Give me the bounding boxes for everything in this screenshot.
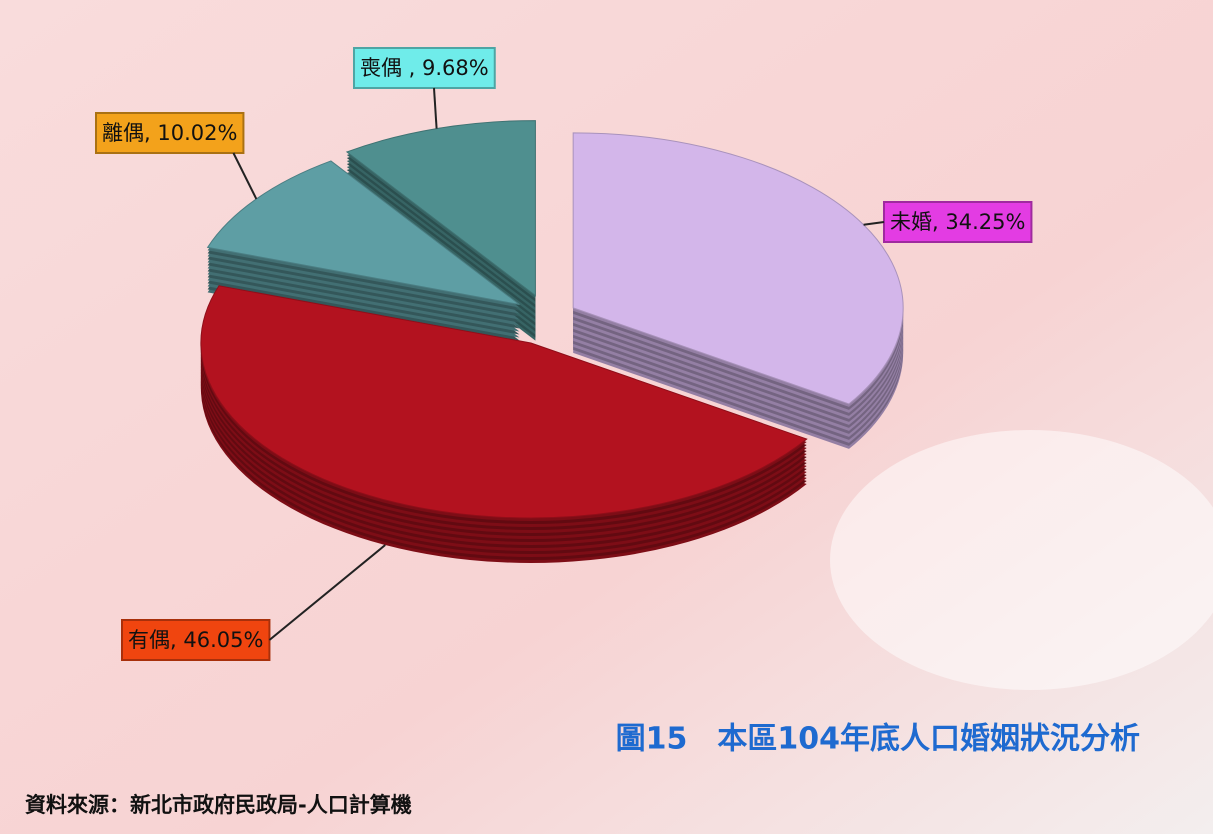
cloud — [830, 430, 1213, 690]
source-note: 資料來源：新北市政府民政局-人口計算機 — [25, 793, 412, 817]
label-box — [95, 112, 245, 154]
leader-line — [268, 544, 386, 641]
label-text: 有偶, 46.05% — [128, 628, 263, 652]
category-label: 離偶 — [102, 121, 144, 145]
data-label: 未婚, 34.25% — [883, 201, 1033, 243]
data-label: 離偶, 10.02% — [95, 112, 245, 154]
data-label: 喪偶 , 9.68% — [353, 47, 496, 89]
category-label: 未婚 — [890, 210, 932, 234]
value-label: , 46.05% — [170, 628, 263, 652]
label-text: 離偶, 10.02% — [102, 121, 237, 145]
pie-slice — [572, 132, 904, 405]
label-box — [353, 47, 496, 89]
pie-slice — [206, 160, 520, 306]
value-label: , 34.25% — [932, 210, 1025, 234]
leader-line — [433, 87, 438, 129]
labels: 未婚, 34.25% 有偶, 46.05% 離偶, 10.02% 喪偶 , 9.68% — [95, 47, 1033, 661]
label-box — [121, 619, 271, 661]
chart-title: 圖15 本區104年底人口婚姻狀況分析 — [616, 722, 1140, 757]
pie-slice — [200, 285, 808, 519]
value-label: , 10.02% — [144, 121, 237, 145]
leader-line — [863, 221, 885, 226]
label-text: 喪偶 , 9.68% — [360, 56, 489, 80]
category-label: 喪偶 — [360, 56, 402, 80]
value-label: , 9.68% — [402, 56, 489, 80]
label-text: 未婚, 34.25% — [890, 210, 1025, 234]
pie — [200, 120, 904, 563]
data-label: 有偶, 46.05% — [121, 619, 271, 661]
leader-line — [232, 152, 258, 200]
category-label: 有偶 — [128, 628, 170, 652]
